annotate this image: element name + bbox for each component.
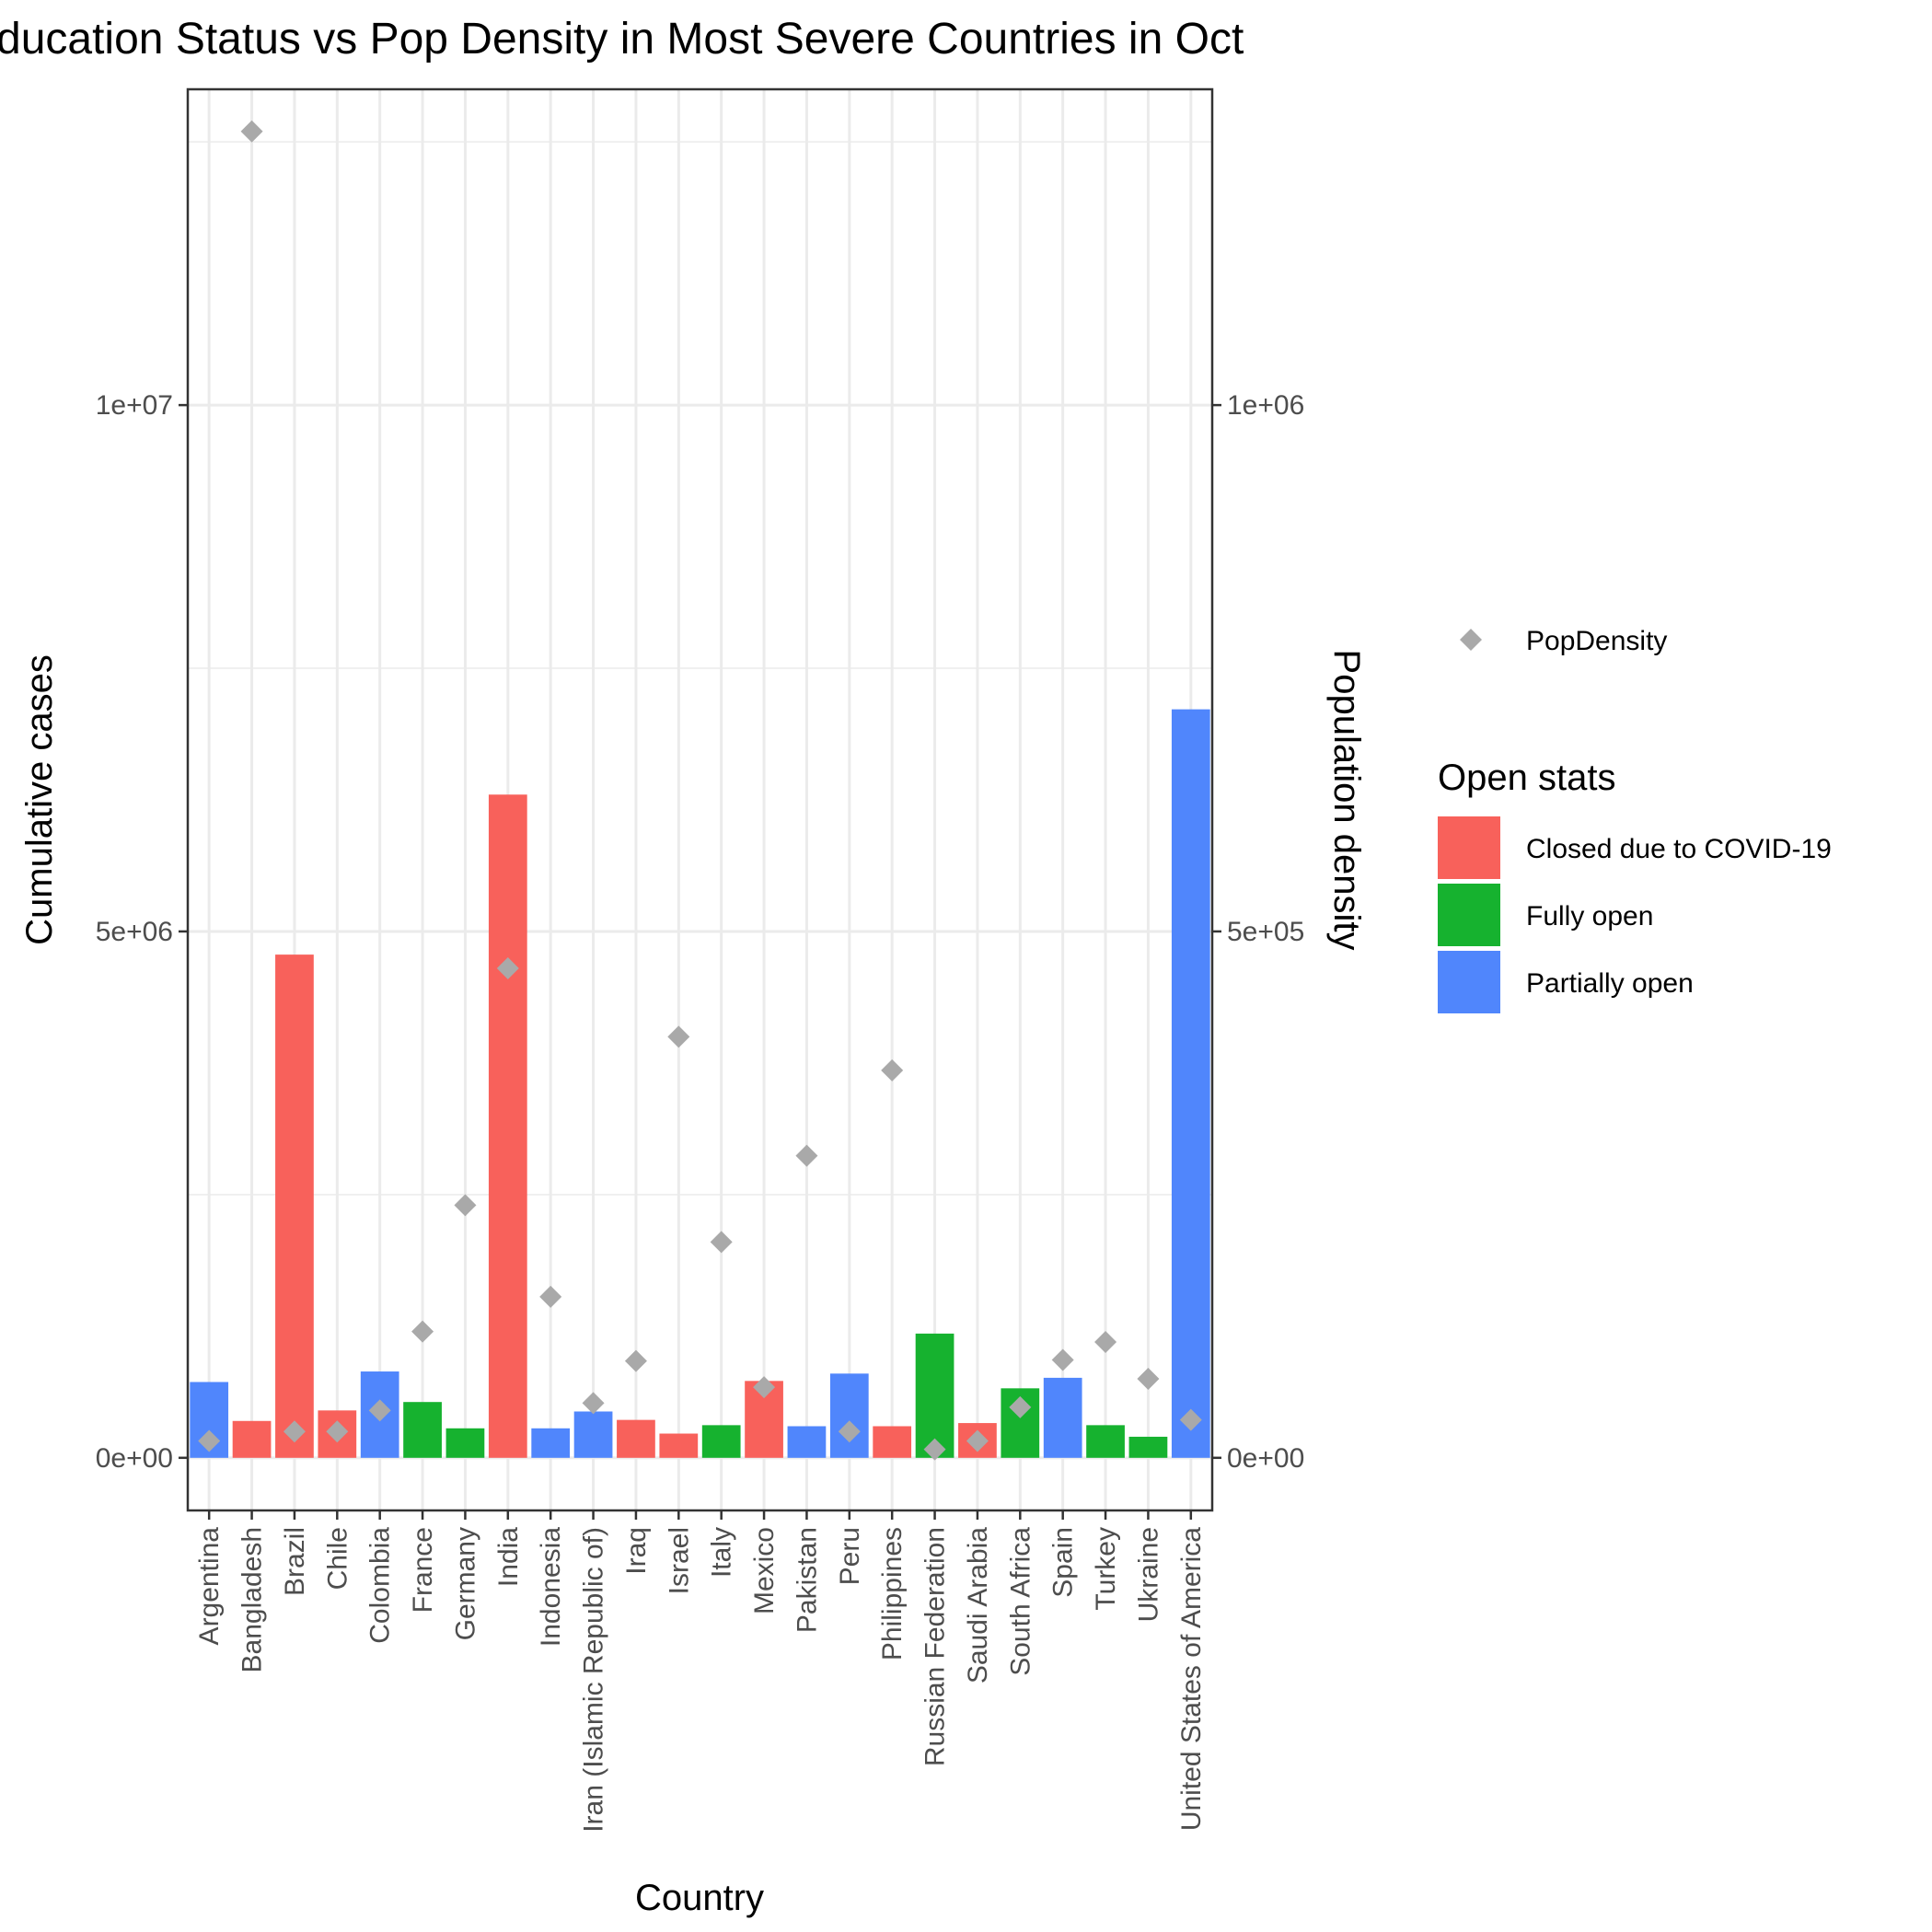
legend-key-partially-open: [1438, 951, 1500, 1013]
bar-germany: [445, 1428, 485, 1458]
bar-bangladesh: [232, 1420, 272, 1458]
x-tick-label: Philippines: [877, 1527, 908, 1660]
point-philippines: [881, 1059, 904, 1082]
bar-indonesia: [531, 1428, 571, 1458]
bar-iraq: [617, 1419, 655, 1458]
y-axis-left: 0e+00 5e+06 1e+07: [96, 390, 188, 1474]
point-pakistan: [795, 1144, 818, 1167]
x-tick-label: Saudi Arabia: [963, 1527, 993, 1683]
bar-pakistan: [787, 1426, 827, 1458]
x-tick-label: Ukraine: [1133, 1527, 1163, 1622]
bar-turkey: [1086, 1425, 1125, 1458]
point-peru: [838, 1420, 861, 1443]
y-axis-right: 0e+00 5e+05 1e+06: [1212, 390, 1304, 1474]
legend-key-closed-due-to-covid-19: [1438, 816, 1500, 879]
x-tick-label: Brazil: [280, 1527, 310, 1596]
bar-russian-federation: [915, 1333, 954, 1458]
point-chile: [326, 1420, 349, 1443]
point-mexico: [753, 1376, 776, 1399]
y-tick-label: 1e+07: [96, 390, 173, 421]
panel-border: [186, 87, 1214, 1512]
x-tick-label: South Africa: [1005, 1527, 1035, 1676]
point-brazil: [283, 1420, 306, 1443]
x-tick-label: France: [408, 1527, 438, 1613]
x-tick-label: Mexico: [749, 1527, 780, 1614]
x-axis-title: Country: [635, 1878, 764, 1918]
legend-key-fully-open: [1438, 884, 1500, 946]
grid-major: [188, 89, 1212, 1510]
x-tick-label: Iran (Islamic Republic of): [579, 1527, 609, 1833]
legend-label-fully-open: Fully open: [1526, 901, 1653, 931]
point-south-africa: [1009, 1395, 1032, 1418]
x-tick-label: Peru: [835, 1527, 865, 1585]
bar-israel: [659, 1433, 699, 1458]
bar-ukraine: [1128, 1436, 1168, 1458]
point-spain: [1051, 1348, 1074, 1371]
point-israel: [667, 1025, 690, 1048]
point-russian-federation: [923, 1438, 946, 1461]
y2-axis-title: Population density: [1326, 650, 1367, 951]
x-tick-label: Germany: [450, 1527, 480, 1640]
x-tick-label: Colombia: [365, 1527, 396, 1644]
bar-italy: [701, 1425, 741, 1458]
x-tick-label: Russian Federation: [920, 1527, 951, 1766]
bar-france: [403, 1402, 442, 1458]
point-india: [496, 956, 519, 979]
point-france: [411, 1320, 434, 1343]
x-axis: Argentina Bangladesh Brazil Chile Colombia Fr…: [194, 1510, 1207, 1833]
bars: [190, 709, 1210, 1458]
point-ukraine: [1137, 1368, 1160, 1391]
x-tick-label: Turkey: [1091, 1527, 1121, 1611]
y-tick-label: 5e+06: [96, 917, 173, 947]
legend-point-key: [1460, 629, 1482, 651]
x-tick-label: Israel: [664, 1527, 694, 1594]
y-tick-label: 0e+00: [96, 1443, 173, 1474]
x-tick-label: Argentina: [194, 1527, 225, 1646]
bar-iran-islamic-republic-of: [573, 1411, 613, 1458]
point-germany: [454, 1194, 477, 1217]
x-tick-label: Italy: [707, 1527, 737, 1578]
bar-brazil: [275, 954, 314, 1458]
point-colombia: [368, 1399, 391, 1422]
x-tick-label: Bangladesh: [237, 1527, 268, 1672]
point-iraq: [624, 1349, 647, 1372]
point-turkey: [1094, 1331, 1117, 1354]
x-tick-label: Chile: [322, 1527, 353, 1590]
x-tick-label: India: [493, 1527, 524, 1587]
point-italy: [710, 1231, 733, 1254]
x-tick-label: Pakistan: [792, 1527, 822, 1633]
bar-united-states-of-america: [1171, 709, 1210, 1458]
points: [198, 120, 1202, 1461]
bar-spain: [1043, 1377, 1082, 1458]
legend-label-partially-open: Partially open: [1526, 968, 1694, 999]
x-tick-label: Indonesia: [536, 1527, 566, 1647]
y2-tick-label: 5e+05: [1227, 917, 1304, 947]
y2-tick-label: 1e+06: [1227, 390, 1304, 421]
point-indonesia: [539, 1285, 562, 1308]
grid-minor: [188, 141, 1212, 1196]
legend-label-closed-due-to-covid-19: Closed due to COVID-19: [1526, 834, 1832, 864]
chart-title: ducation Status vs Pop Density in Most S…: [0, 15, 1244, 64]
y2-tick-label: 0e+00: [1227, 1443, 1304, 1474]
x-tick-label: United States of America: [1176, 1527, 1207, 1831]
point-bangladesh: [240, 120, 263, 143]
legend: PopDensity Open stats Closed due to COVID-…: [1438, 626, 1832, 1013]
bar-peru: [829, 1373, 869, 1458]
x-tick-label: Spain: [1048, 1527, 1079, 1598]
x-tick-label: Iraq: [621, 1527, 652, 1575]
legend-point-label: PopDensity: [1526, 626, 1667, 656]
point-argentina: [198, 1429, 221, 1452]
y-axis-title: Cumulative cases: [19, 654, 60, 945]
point-united-states-of-america: [1179, 1408, 1202, 1431]
point-saudi-arabia: [966, 1429, 989, 1452]
bar-india: [488, 794, 527, 1458]
point-iran-islamic-republic-of: [582, 1392, 605, 1415]
legend-title: Open stats: [1438, 758, 1615, 798]
bar-philippines: [873, 1426, 912, 1458]
